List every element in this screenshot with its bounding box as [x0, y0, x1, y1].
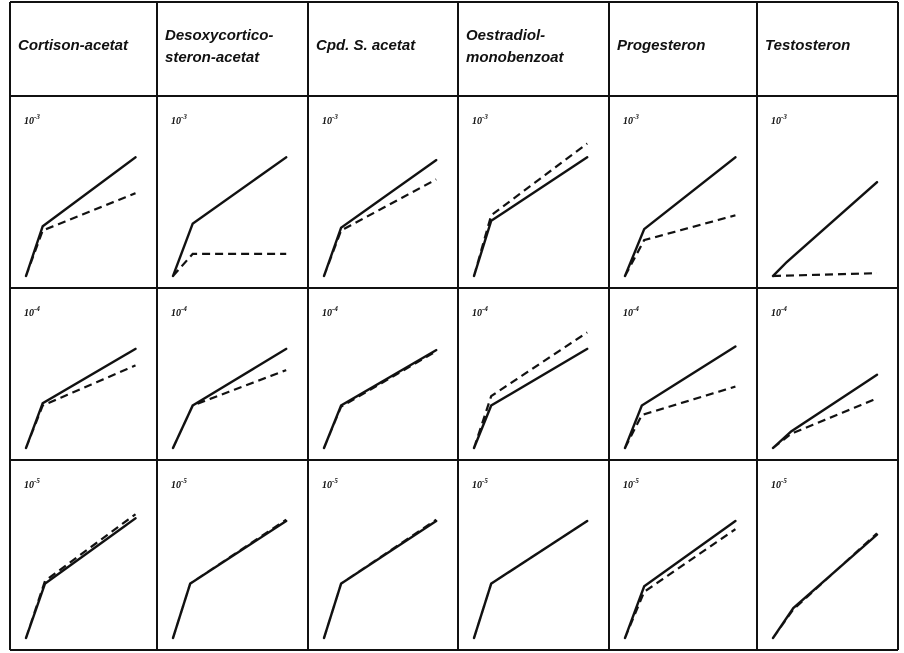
dashed-curve [772, 532, 878, 639]
panel-r3-c1: 10-5 [24, 477, 137, 640]
solid-curve [472, 519, 589, 640]
concentration-label: 10-4 [472, 305, 488, 319]
concentration-label: 10-3 [322, 113, 338, 127]
concentration-label: 10-5 [623, 477, 639, 491]
concentration-label: 10-5 [771, 477, 787, 491]
solid-curve [24, 517, 137, 640]
panel-r2-c6: 10-4 [771, 305, 879, 450]
dashed-curve [472, 331, 588, 449]
dashed-curve [472, 520, 588, 639]
solid-curve [472, 156, 589, 278]
panel-r2-c2: 10-4 [171, 305, 288, 450]
panel-r3-c5: 10-5 [623, 477, 737, 640]
dashed-curve [322, 518, 437, 639]
concentration-label: 10-5 [472, 477, 488, 491]
panel-r1-c5: 10-3 [623, 113, 737, 278]
table-grid-lines [9, 1, 899, 651]
solid-curve [24, 156, 137, 278]
dashed-curve [171, 518, 287, 639]
panel-r1-c4: 10-3 [472, 113, 589, 278]
panel-r2-c4: 10-4 [472, 305, 589, 450]
solid-curve [322, 158, 438, 278]
panel-r2-c5: 10-4 [623, 305, 737, 450]
panel-r3-c6: 10-5 [771, 477, 879, 640]
concentration-label: 10-5 [171, 477, 187, 491]
chart-panels: 10-3 10-3 10-3 10-3 10-3 10-3 10-4 10-4 10-4 10-4… [24, 113, 879, 640]
column-header: Cortison-acetat [18, 37, 129, 54]
dashed-curve [24, 513, 137, 639]
panel-r2-c3: 10-4 [322, 305, 438, 450]
panel-r1-c2: 10-3 [171, 113, 288, 278]
solid-curve [623, 345, 737, 450]
dashed-curve [623, 528, 737, 639]
concentration-label: 10-3 [171, 113, 187, 127]
panel-r3-c3: 10-5 [322, 477, 438, 640]
dashed-curve [472, 142, 588, 277]
dashed-curve [24, 192, 136, 277]
dashed-curve [24, 364, 136, 449]
solid-curve [771, 533, 879, 640]
solid-curve [322, 348, 438, 450]
column-header: Desoxycortico-steron-acetat [165, 27, 273, 66]
concentration-label: 10-4 [171, 305, 187, 319]
concentration-label: 10-3 [24, 113, 40, 127]
panel-r3-c4: 10-5 [472, 477, 589, 640]
concentration-label: 10-3 [771, 113, 787, 127]
solid-curve [171, 156, 288, 278]
concentration-label: 10-5 [322, 477, 338, 491]
concentration-label: 10-4 [771, 305, 787, 319]
solid-curve [24, 347, 137, 450]
panel-r1-c1: 10-3 [24, 113, 137, 278]
concentration-label: 10-3 [472, 113, 488, 127]
dashed-curve [772, 272, 878, 278]
solid-curve [771, 181, 879, 278]
panel-r3-c2: 10-5 [171, 477, 288, 640]
panel-r1-c6: 10-3 [771, 113, 879, 278]
column-header: Cpd. S. acetat [316, 37, 416, 54]
solid-curve [623, 519, 737, 640]
dashed-curve [624, 214, 736, 277]
column-headers: Cortison-acetat Desoxycortico-steron-acet… [18, 27, 850, 66]
solid-curve [771, 373, 879, 450]
solid-curve [623, 156, 737, 278]
column-header: Progesteron [617, 37, 705, 54]
solid-curve [171, 519, 288, 640]
dashed-curve [172, 369, 287, 449]
solid-curve [322, 519, 438, 640]
concentration-label: 10-3 [623, 113, 639, 127]
column-header: Oestradiol-monobenzoat [466, 27, 564, 66]
concentration-label: 10-4 [623, 305, 639, 319]
concentration-label: 10-4 [322, 305, 338, 319]
dashed-curve [322, 350, 437, 449]
dashed-curve [322, 178, 437, 277]
concentration-label: 10-5 [24, 477, 40, 491]
concentration-label: 10-4 [24, 305, 40, 319]
solid-curve [171, 347, 288, 450]
dashed-curve [772, 397, 878, 449]
column-header: Testosteron [765, 37, 850, 54]
panel-r1-c3: 10-3 [322, 113, 438, 278]
dashed-curve [624, 385, 736, 449]
dashed-curve [172, 252, 287, 277]
panel-r2-c1: 10-4 [24, 305, 137, 450]
